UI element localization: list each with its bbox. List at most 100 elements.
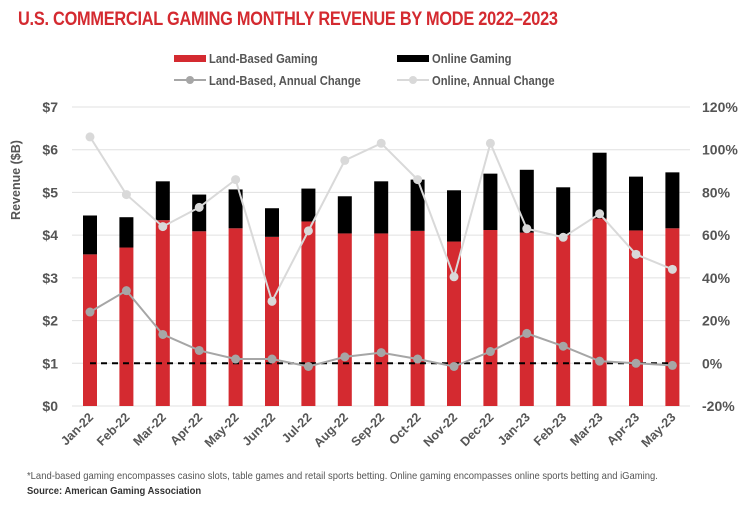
point-online-change <box>413 175 423 185</box>
bar-online <box>83 215 97 255</box>
bar-online <box>265 208 279 237</box>
point-online-change <box>595 209 605 219</box>
x-tick-label: Aug-22 <box>311 410 351 450</box>
point-land-based-change <box>595 356 605 366</box>
point-online-change <box>85 132 95 142</box>
point-online-change <box>376 138 386 148</box>
y-tick-label: $0 <box>42 398 58 414</box>
bar-land-based <box>155 220 170 406</box>
point-online-change <box>667 264 677 274</box>
bar-online <box>447 190 461 242</box>
x-tick-label: Oct-22 <box>386 410 423 447</box>
point-online-change <box>158 222 168 232</box>
x-tick-label: Jan-23 <box>495 410 533 448</box>
legend-item-land-based-change: Land-Based, Annual Change <box>174 72 385 88</box>
point-land-based-change <box>413 354 423 364</box>
legend-swatch-online-change <box>397 75 429 85</box>
bar-online <box>483 173 498 231</box>
y2-tick-label: 120% <box>702 99 738 115</box>
point-land-based-change <box>631 358 641 368</box>
x-tick-label: Apr-22 <box>167 410 205 448</box>
y2-tick-label: -20% <box>702 398 735 414</box>
bar-land-based <box>337 233 352 406</box>
bar-land-based <box>83 254 97 406</box>
legend-label: Land-Based Gaming <box>209 50 318 66</box>
y2-tick-label: 40% <box>702 270 731 286</box>
y-tick-label: $6 <box>42 142 58 158</box>
bar-online <box>119 217 134 248</box>
bar-online <box>301 188 316 222</box>
bar-online <box>592 152 607 219</box>
chart-title: U.S. COMMERCIAL GAMING MONTHLY REVENUE B… <box>18 9 558 30</box>
bar-land-based <box>665 228 680 406</box>
legend-swatch-land-based-change <box>174 75 206 85</box>
legend-item-online: Online Gaming <box>397 50 524 66</box>
x-tick-label: Dec-22 <box>458 410 497 449</box>
x-tick-label: Sep-22 <box>348 410 387 449</box>
x-tick-label: Feb-22 <box>94 410 132 448</box>
point-land-based-change <box>121 286 131 296</box>
y2-tick-label: 100% <box>702 142 738 158</box>
x-tick-label: Apr-23 <box>604 410 642 448</box>
point-online-change <box>340 155 350 165</box>
x-tick-label: Mar-23 <box>567 410 605 448</box>
y-axis-right-ticks: -20% 0% 20% 40% 60% 80% 100% 120% <box>702 99 738 414</box>
point-land-based-change <box>158 329 168 339</box>
bar-online <box>155 181 170 221</box>
point-land-based-change <box>194 345 204 355</box>
y-tick-label: $1 <box>42 355 58 371</box>
bar-land-based <box>592 218 607 406</box>
bar-online <box>337 196 352 234</box>
y2-tick-label: 0% <box>702 355 723 371</box>
x-tick-label: May-22 <box>202 410 242 450</box>
bar-land-based <box>483 230 498 406</box>
y-axis-label: Revenue ($B) <box>9 140 23 220</box>
bar-land-based <box>192 231 207 406</box>
revenue-chart: $0 $1 $2 $3 $4 $5 $6 $7 -20% 0% 20% 40% 60% 80% 100% 1… <box>9 99 738 450</box>
point-land-based-change <box>522 328 532 338</box>
bar-online <box>374 181 389 234</box>
bar-land-based <box>228 228 243 406</box>
y2-tick-label: 80% <box>702 184 731 200</box>
bar-online <box>228 189 243 229</box>
point-online-change <box>631 249 641 259</box>
bar-land-based <box>301 221 316 406</box>
point-online-change <box>558 232 568 242</box>
bar-land-based <box>119 247 134 406</box>
point-land-based-change <box>340 352 350 362</box>
y-tick-label: $7 <box>42 99 58 115</box>
point-online-change <box>303 226 313 236</box>
bar-online <box>410 179 425 231</box>
point-online-change <box>121 190 131 200</box>
point-land-based-change <box>267 354 277 364</box>
bar-online <box>665 172 680 229</box>
footnote: *Land-based gaming encompasses casino sl… <box>27 470 658 482</box>
y-tick-label: $4 <box>42 227 58 243</box>
bar-online <box>519 169 534 233</box>
point-land-based-change <box>558 341 568 351</box>
y2-tick-label: 20% <box>702 313 731 329</box>
y-axis-left-ticks: $0 $1 $2 $3 $4 $5 $6 $7 <box>42 99 58 414</box>
point-online-change <box>231 175 241 185</box>
annual-change-lines <box>85 132 677 371</box>
point-online-change <box>485 138 495 148</box>
point-land-based-change <box>449 361 459 371</box>
point-land-based-change <box>485 347 495 357</box>
bar-land-based <box>265 236 279 406</box>
legend-swatch-online <box>397 54 429 62</box>
point-online-change <box>522 224 532 234</box>
x-tick-label: Jul-22 <box>279 410 314 445</box>
point-online-change <box>267 296 277 306</box>
x-tick-label: Nov-22 <box>421 410 460 449</box>
x-tick-label: Mar-22 <box>131 410 169 448</box>
y-tick-label: $2 <box>42 313 58 329</box>
source-note: Source: American Gaming Association <box>27 485 202 497</box>
point-online-change <box>194 202 204 212</box>
y-tick-label: $3 <box>42 270 58 286</box>
bars <box>83 152 680 406</box>
bar-land-based <box>556 235 571 406</box>
point-online-change <box>449 272 459 282</box>
legend-label: Online, Annual Change <box>432 72 555 88</box>
point-land-based-change <box>85 307 95 317</box>
